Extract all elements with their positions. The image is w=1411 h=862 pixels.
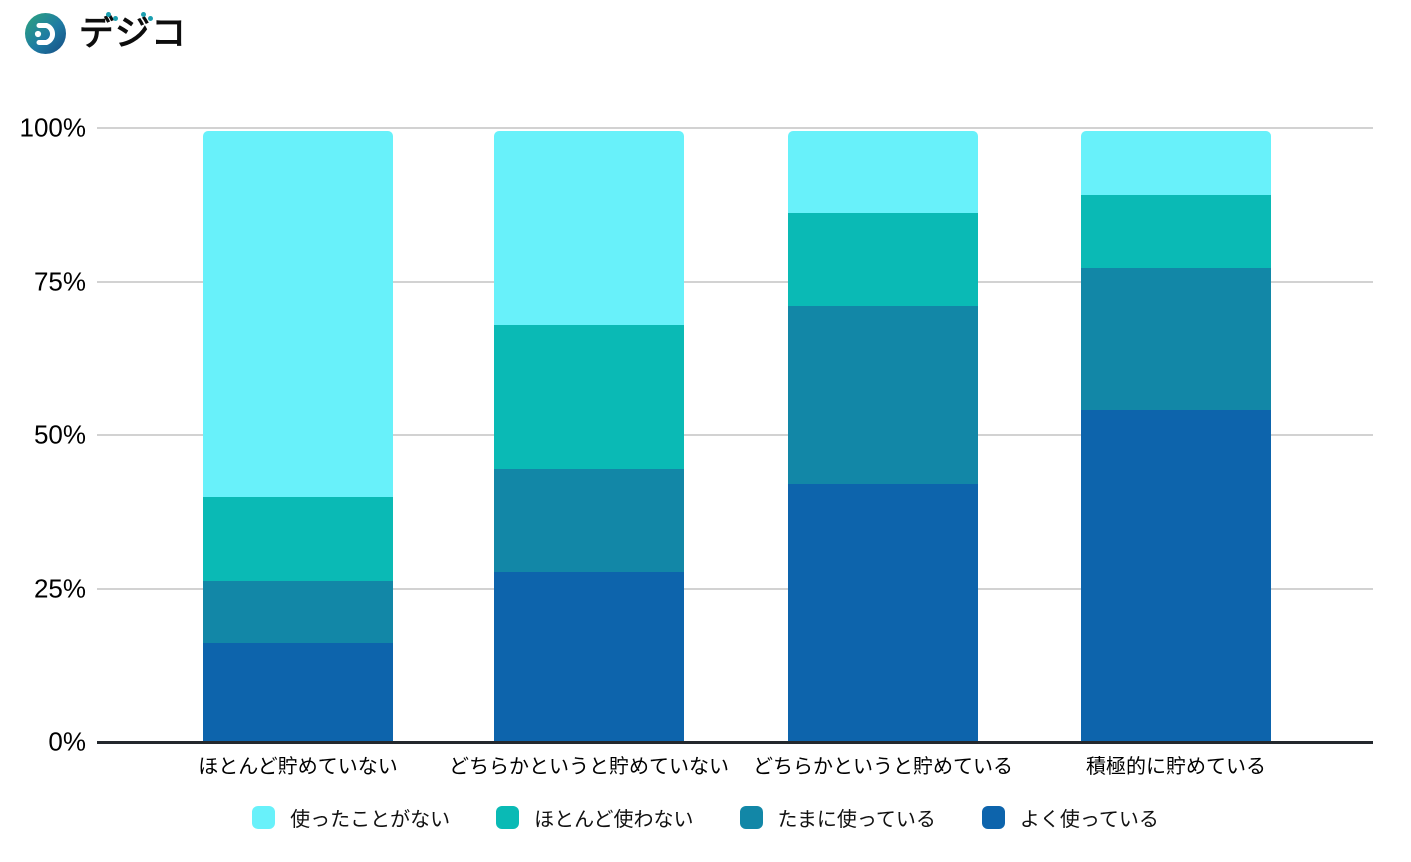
bar-segment — [1081, 194, 1271, 268]
gridline — [97, 127, 1373, 129]
legend-label: 使ったことがない — [290, 809, 451, 831]
legend-swatch-icon — [981, 806, 1005, 829]
legend-label: たまに使っている — [777, 809, 936, 831]
y-tick-label: 50% — [33, 419, 86, 450]
digico-mark-icon — [25, 13, 66, 54]
bar-segment — [203, 496, 393, 582]
y-tick-label: 0% — [48, 726, 86, 757]
legend: 使ったことがない ほとんど使わない たまに使っている よく使っている — [0, 803, 1411, 832]
legend-label: ほとんど使わない — [534, 809, 694, 831]
bar-segment — [494, 469, 684, 572]
x-axis-label: どちらかというと貯めている — [753, 756, 1013, 778]
y-tick-label: 25% — [33, 573, 86, 603]
x-axis-label: 積極的に貯めている — [1086, 756, 1266, 778]
bar-segment — [1081, 131, 1271, 195]
bar-stack — [494, 131, 684, 742]
bar-segment — [494, 325, 684, 470]
legend-swatch-icon — [252, 806, 276, 829]
bar-segment — [203, 581, 393, 643]
legend-swatch-icon — [496, 806, 520, 829]
bar-stack — [203, 131, 393, 742]
x-axis-label: どちらかというと貯めていない — [449, 756, 729, 778]
bar-segment — [1081, 267, 1271, 410]
dakuten-accent-icon — [148, 16, 153, 21]
dakuten-accent-icon — [113, 16, 118, 21]
legend-item: よく使っている — [981, 803, 1159, 832]
y-tick-label: 100% — [19, 112, 87, 143]
logo-text: デジコ — [79, 12, 188, 53]
legend-item: 使ったことがない — [252, 803, 450, 832]
digico-logo: デジコ — [25, 12, 188, 54]
x-axis-label: ほとんど貯めていない — [198, 756, 398, 778]
bar-segment — [788, 131, 978, 213]
legend-swatch-icon — [739, 806, 763, 829]
bar-segment — [203, 643, 393, 742]
plot-area: ほとんど貯めていない どちらかというと貯めていない どちらかというと貯めている 積極的… — [97, 127, 1373, 778]
bar-stack — [788, 131, 978, 742]
legend-label: よく使っている — [1019, 809, 1159, 831]
logo-text-chars: デジコ — [79, 14, 188, 53]
gridline — [97, 280, 1373, 283]
bar-segment — [788, 212, 978, 307]
dakuten-accent-icon — [141, 12, 146, 17]
dakuten-accent-icon — [106, 12, 111, 17]
bar-segment — [203, 131, 393, 497]
bar-segment — [788, 484, 978, 742]
gridline — [97, 434, 1373, 436]
y-tick-label: 75% — [33, 266, 86, 296]
bar-stack — [1081, 131, 1271, 742]
x-axis-line — [97, 741, 1373, 744]
gridline — [97, 587, 1373, 590]
y-axis-labels: 100% 75% 50% 25% 0% — [0, 113, 87, 757]
bar-segment — [494, 571, 684, 742]
bar-segment — [1081, 409, 1271, 742]
legend-item: たまに使っている — [739, 803, 936, 832]
bar-segment — [788, 306, 978, 485]
legend-item: ほとんど使わない — [496, 803, 694, 832]
bar-segment — [494, 131, 684, 326]
